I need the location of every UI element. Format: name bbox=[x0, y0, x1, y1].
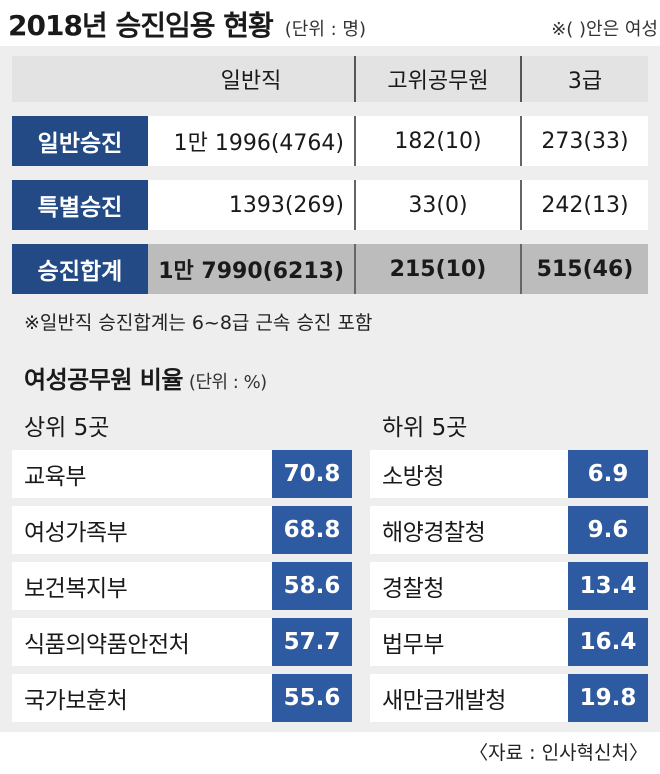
table-cell: 215(10) bbox=[356, 244, 522, 294]
column-header: 일반직 bbox=[148, 56, 356, 102]
agency-name: 국가보훈처 bbox=[24, 688, 128, 714]
ratio-value: 57.7 bbox=[272, 618, 352, 666]
ratio-value: 16.4 bbox=[568, 618, 648, 666]
top5-list: 교육부 70.8 여성가족부 68.8 보건복지부 58.6 식품의약품안전처 57.7 국가보… bbox=[12, 450, 352, 730]
table-cell: 273(33) bbox=[522, 116, 648, 166]
table-cell: 515(46) bbox=[522, 244, 648, 294]
header-blank bbox=[12, 56, 148, 102]
table-row: 특별승진 1393(269) 33(0) 242(13) bbox=[12, 180, 648, 230]
agency-name: 식품의약품안전처 bbox=[24, 632, 190, 658]
agency-name: 새만금개발청 bbox=[382, 688, 506, 714]
table-cell: 1만 7990(6213) bbox=[148, 244, 356, 294]
list-item: 보건복지부 58.6 bbox=[12, 562, 352, 610]
agency-name: 경찰청 bbox=[382, 576, 444, 602]
agency-name: 여성가족부 bbox=[24, 520, 128, 546]
list-item: 여성가족부 68.8 bbox=[12, 506, 352, 554]
agency-name: 교육부 bbox=[24, 464, 86, 490]
row-label: 승진합계 bbox=[12, 244, 148, 294]
table-cell: 182(10) bbox=[356, 116, 522, 166]
ratio-value: 55.6 bbox=[272, 674, 352, 722]
list-item: 새만금개발청 19.8 bbox=[370, 674, 648, 722]
ratio-value: 9.6 bbox=[568, 506, 648, 554]
content-panel: 일반직 고위공무원 3급 일반승진 1만 1996(4764) 182(10) … bbox=[0, 46, 660, 732]
agency-name: 소방청 bbox=[382, 464, 444, 490]
list-item: 법무부 16.4 bbox=[370, 618, 648, 666]
unit-label: (단위 : 명) bbox=[284, 19, 366, 40]
row-label: 일반승진 bbox=[12, 116, 148, 166]
section-unit: (단위 : %) bbox=[188, 372, 267, 393]
title-row: 2018년 승진임용 현황 (단위 : 명) ※( )안은 여성 bbox=[8, 4, 658, 44]
section-title: 여성공무원 비율 (단위 : %) bbox=[24, 360, 267, 395]
list-item: 소방청 6.9 bbox=[370, 450, 648, 498]
list-item: 국가보훈처 55.6 bbox=[12, 674, 352, 722]
table-row: 일반승진 1만 1996(4764) 182(10) 273(33) bbox=[12, 116, 648, 166]
agency-name: 해양경찰청 bbox=[382, 520, 486, 546]
table-row-total: 승진합계 1만 7990(6213) 215(10) 515(46) bbox=[12, 244, 648, 294]
agency-name: 보건복지부 bbox=[24, 576, 128, 602]
list-item: 식품의약품안전처 57.7 bbox=[12, 618, 352, 666]
chart-title: 2018년 승진임용 현황 bbox=[8, 9, 274, 42]
column-header: 3급 bbox=[567, 69, 603, 94]
row-label: 특별승진 bbox=[12, 180, 148, 230]
ratio-value: 13.4 bbox=[568, 562, 648, 610]
table-cell: 33(0) bbox=[356, 180, 522, 230]
section-title-text: 여성공무원 비율 bbox=[24, 366, 183, 394]
table-header-row: 일반직 고위공무원 3급 bbox=[12, 56, 648, 102]
agency-name: 법무부 bbox=[382, 632, 444, 658]
list-item: 경찰청 13.4 bbox=[370, 562, 648, 610]
female-note: ※( )안은 여성 bbox=[551, 19, 658, 40]
table-cell: 242(13) bbox=[522, 180, 648, 230]
ratio-value: 68.8 bbox=[272, 506, 352, 554]
ratio-value: 6.9 bbox=[568, 450, 648, 498]
table-cell: 1만 1996(4764) bbox=[148, 116, 356, 166]
group-title-top5: 상위 5곳 bbox=[24, 415, 110, 441]
column-header: 고위공무원 bbox=[356, 56, 522, 102]
list-item: 해양경찰청 9.6 bbox=[370, 506, 648, 554]
ratio-value: 19.8 bbox=[568, 674, 648, 722]
footnote: ※일반직 승진합계는 6~8급 근속 승진 포함 bbox=[24, 312, 373, 334]
source-note: 〈자료 : 인사혁신처〉 bbox=[469, 742, 648, 764]
bottom5-list: 소방청 6.9 해양경찰청 9.6 경찰청 13.4 법무부 16.4 새만금개발청 19.8 bbox=[370, 450, 648, 730]
ratio-value: 58.6 bbox=[272, 562, 352, 610]
group-title-bottom5: 하위 5곳 bbox=[382, 415, 468, 441]
ratio-value: 70.8 bbox=[272, 450, 352, 498]
table-cell: 1393(269) bbox=[148, 180, 356, 230]
promotion-table: 일반직 고위공무원 3급 일반승진 1만 1996(4764) 182(10) … bbox=[12, 56, 648, 294]
list-item: 교육부 70.8 bbox=[12, 450, 352, 498]
